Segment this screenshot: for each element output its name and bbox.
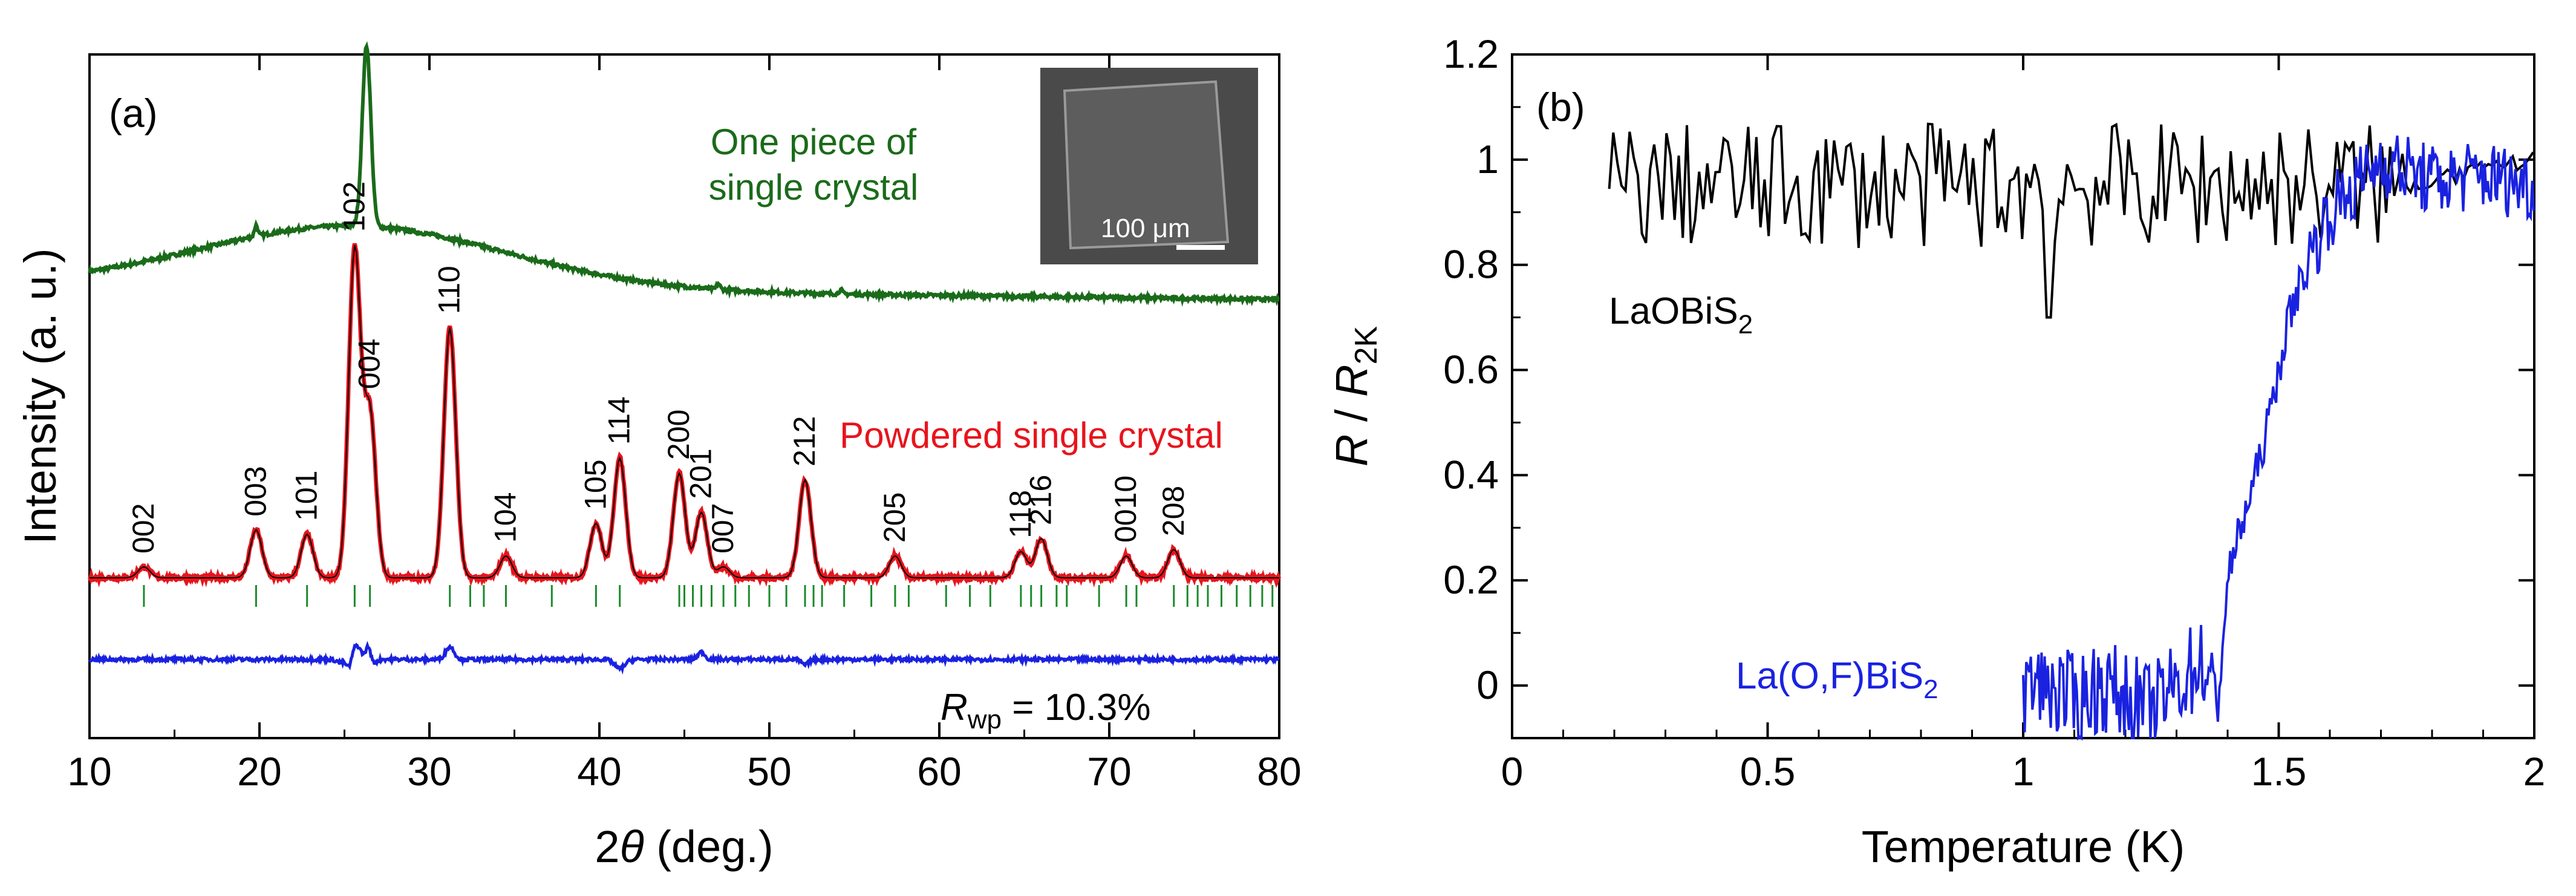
b-x-tick-label: 0: [1501, 749, 1524, 794]
panel-a-y-axis-title: Intensity (a. u.): [15, 248, 65, 544]
a-x-tick-label: 70: [1087, 749, 1131, 794]
peak-label: 003: [238, 466, 272, 516]
powder-curve: [87, 243, 1282, 589]
panel-b-label: (b): [1536, 85, 1585, 129]
bragg-ticks: [143, 585, 1274, 607]
laobis2-trace: [1608, 122, 2534, 319]
x-title-prefix: 2: [595, 822, 619, 872]
x-title-suffix: (deg.): [644, 822, 774, 872]
b-y-tick-label: 0: [1476, 662, 1499, 707]
y-title-R: R: [1326, 434, 1377, 466]
peak-label: 101: [290, 471, 324, 521]
b-y-tick-label: 1: [1476, 137, 1499, 181]
peak-label: 212: [787, 416, 821, 466]
a-x-tick-label: 40: [577, 749, 621, 794]
legend-powder: Powdered single crystal: [840, 415, 1223, 456]
b-x-tick-label: 1: [2012, 749, 2035, 794]
panel-b-y-axis-title: R / R2K: [1326, 326, 1384, 467]
legend-single-crystal-line2: single crystal: [709, 167, 919, 208]
legend-laofbis2-main: La(O,F)BiS: [1736, 655, 1923, 697]
panel-b-x-axis-title: Temperature (K): [1862, 822, 2185, 872]
y-title-slash: /: [1326, 397, 1377, 434]
y-title-R2: R: [1326, 365, 1377, 397]
x-title-theta: θ: [620, 822, 644, 872]
peak-label: 105: [578, 459, 612, 509]
peak-label: 205: [878, 492, 911, 543]
peak-label: 114: [602, 396, 636, 445]
peak-label: 118: [1003, 490, 1037, 538]
laobis2-curve: [1608, 122, 2534, 319]
b-x-tick-label: 1.5: [2251, 749, 2307, 794]
rwp-value: = 10.3%: [1002, 687, 1150, 728]
single-crystal-trace: [88, 41, 1280, 307]
rwp-subscript: wp: [967, 705, 1002, 734]
sem-scale-bar: [1176, 245, 1225, 250]
peak-label: 201: [684, 448, 718, 499]
sem-crystal-shape: [1063, 80, 1230, 250]
powder-calculated: [90, 244, 1279, 578]
peak-label: 0010: [1109, 476, 1143, 543]
peak-label: 208: [1156, 486, 1190, 536]
difference-trace: [88, 641, 1280, 675]
sem-scale-label: 100 μm: [1101, 214, 1190, 243]
panel-b-ticks: 0 0.5 1 1.5 2 0 0.2 0.4 0.6 0.8 1 1.2: [1443, 31, 2545, 794]
peak-label: 004: [353, 339, 386, 389]
panel-a-label: (a): [109, 91, 158, 136]
peak-label: 102: [337, 181, 371, 232]
peak-label: 002: [126, 503, 160, 554]
laofbis2-trace: [2022, 135, 2535, 741]
a-x-tick-label: 20: [237, 749, 281, 794]
b-y-tick-label: 0.8: [1443, 242, 1499, 287]
b-y-tick-label: 0.2: [1443, 557, 1499, 602]
rwp-symbol: R: [941, 687, 968, 728]
legend-laofbis2-sub: 2: [1923, 675, 1938, 704]
a-x-tick-label: 10: [67, 749, 111, 794]
peak-label: 007: [706, 503, 740, 553]
b-x-tick-label: 2: [2523, 749, 2546, 794]
rwp-label: Rwp = 10.3%: [941, 687, 1151, 734]
legend-laofbis2: La(O,F)BiS2: [1736, 655, 1939, 704]
a-x-tick-label: 30: [407, 749, 451, 794]
sem-inset: 100 μm: [1040, 68, 1258, 264]
a-x-tick-label: 50: [747, 749, 791, 794]
peak-label: 216: [1024, 475, 1058, 525]
panel-a-x-axis-title: 2θ (deg.): [595, 822, 773, 872]
peak-label: 104: [488, 492, 522, 543]
single-crystal-curve: [88, 41, 1280, 307]
panel-a-x-ticks: 10 20 30 40 50 60 70 80: [67, 54, 1302, 794]
b-x-tick-label: 0.5: [1740, 749, 1796, 794]
b-y-tick-label: 0.4: [1443, 452, 1499, 497]
panel-b: 0 0.5 1 1.5 200.20.40.60.811.2 (b) LaOBiS2 L…: [1326, 31, 2545, 872]
peak-label: 110: [432, 266, 466, 314]
a-x-tick-label: 60: [917, 749, 961, 794]
y-title-sub: 2K: [1349, 326, 1384, 365]
legend-laobis2: LaOBiS2: [1609, 290, 1753, 339]
peak-label: 200: [662, 410, 696, 460]
difference-curve: [88, 641, 1280, 675]
a-x-tick-label: 80: [1257, 749, 1301, 794]
b-y-tick-label: 0.6: [1443, 347, 1499, 392]
laofbis2-curve: [2022, 135, 2535, 741]
legend-laobis2-sub: 2: [1738, 310, 1753, 339]
legend-laobis2-main: LaOBiS: [1609, 290, 1738, 332]
legend-single-crystal-line1: One piece of: [711, 122, 917, 162]
b-y-tick-label: 1.2: [1443, 31, 1499, 76]
